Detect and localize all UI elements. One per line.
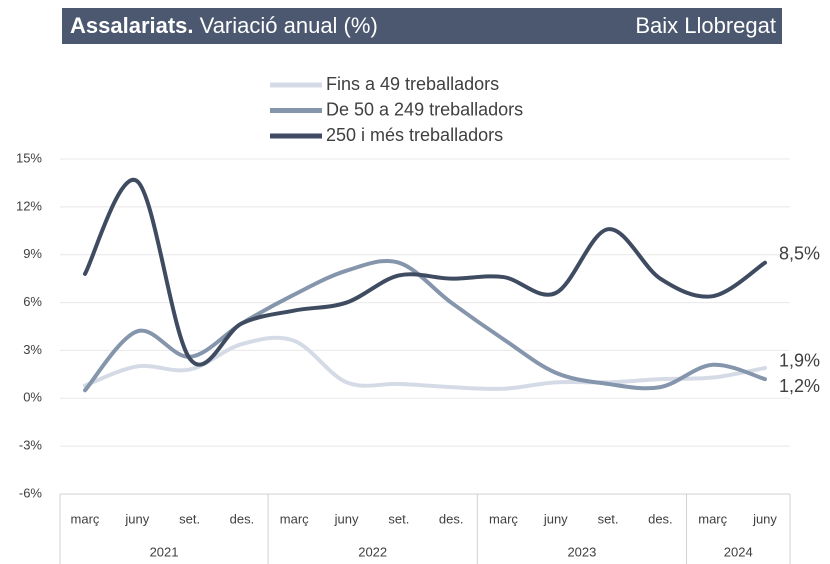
group-label: 2021 <box>150 544 179 559</box>
data-label: 1,9% <box>779 351 820 371</box>
title-line: Assalariats. Variació anual (%) <box>70 13 378 38</box>
group-label: 2022 <box>358 544 387 559</box>
region: Baix Llobregat <box>635 13 776 38</box>
chart-title: Assalariats. <box>70 13 194 38</box>
y-tick-label: -3% <box>19 438 43 453</box>
series-line <box>83 177 767 367</box>
x-tick-label: set. <box>598 511 619 526</box>
group-label: 2023 <box>567 544 596 559</box>
x-tick-label: març <box>489 511 518 526</box>
data-label: 1,2% <box>779 376 820 396</box>
x-tick-label: juny <box>124 511 149 526</box>
chart-subtitle: Variació anual (%) <box>200 13 378 38</box>
x-tick-label: set. <box>179 511 200 526</box>
x-tick-label: des. <box>648 511 673 526</box>
y-tick-label: -6% <box>19 485 43 500</box>
series-line <box>83 335 767 391</box>
y-tick-label: 15% <box>16 150 42 165</box>
x-tick-label: març <box>71 511 100 526</box>
x-tick-label: juny <box>334 511 359 526</box>
y-tick-label: 6% <box>23 294 42 309</box>
x-tick-label: des. <box>439 511 464 526</box>
legend-label: Fins a 49 treballadors <box>326 74 499 94</box>
x-tick-label: març <box>698 511 727 526</box>
title-bar <box>62 8 782 44</box>
y-tick-label: 12% <box>16 198 42 213</box>
x-tick-label: juny <box>752 511 777 526</box>
y-tick-label: 0% <box>23 390 42 405</box>
group-label: 2024 <box>724 544 753 559</box>
x-tick-label: juny <box>543 511 568 526</box>
y-tick-label: 3% <box>23 342 42 357</box>
data-label: 8,5% <box>779 243 820 263</box>
x-tick-label: març <box>280 511 309 526</box>
legend-label: De 50 a 249 treballadors <box>326 99 523 119</box>
y-tick-label: 9% <box>23 246 42 261</box>
legend-label: 250 i més treballadors <box>326 125 503 145</box>
x-tick-label: set. <box>388 511 409 526</box>
x-tick-label: des. <box>230 511 255 526</box>
